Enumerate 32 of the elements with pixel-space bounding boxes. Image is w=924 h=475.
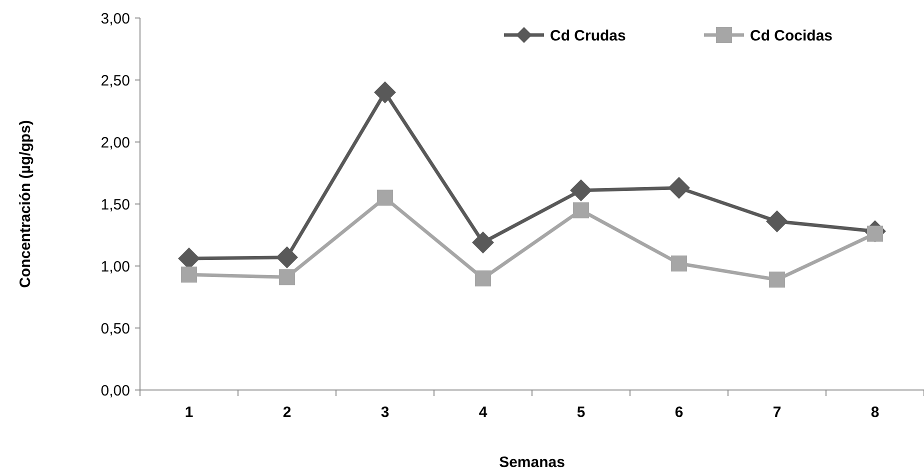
point (276, 246, 298, 268)
x-tick-label: 6 (674, 404, 684, 421)
point (766, 210, 788, 232)
point (573, 202, 589, 218)
x-tick-label: 5 (576, 404, 586, 421)
point (668, 176, 690, 199)
x-tick-label: 2 (282, 404, 292, 421)
y-tick-label: 1,50 (100, 196, 130, 214)
y-tick-label: 2,00 (100, 134, 130, 152)
y-axis-title: Concentración (µg/gps) (17, 120, 34, 288)
point (377, 190, 393, 206)
x-tick-label: 1 (184, 404, 194, 421)
x-tick-label: 8 (870, 404, 880, 421)
point (181, 266, 197, 283)
point (671, 256, 687, 272)
point (374, 81, 396, 104)
point (279, 269, 295, 286)
x-axis-title: Semanas (499, 454, 565, 471)
point (769, 272, 785, 288)
point (472, 231, 494, 254)
x-tick-label: 3 (380, 404, 390, 421)
y-tick-label: 1,00 (100, 258, 130, 276)
y-tick-label: 2,50 (100, 72, 130, 90)
x-tick-label: 7 (772, 404, 782, 421)
y-tick-label: 3,00 (100, 10, 130, 28)
x-tick-label: 4 (478, 404, 488, 421)
y-tick-label: 0,50 (100, 320, 130, 338)
y-tick-label: 0,00 (100, 382, 130, 400)
point (570, 179, 592, 202)
legend-label: Cd Cocidas (750, 27, 833, 44)
legend-label: Cd Crudas (550, 27, 626, 44)
point (475, 270, 491, 286)
